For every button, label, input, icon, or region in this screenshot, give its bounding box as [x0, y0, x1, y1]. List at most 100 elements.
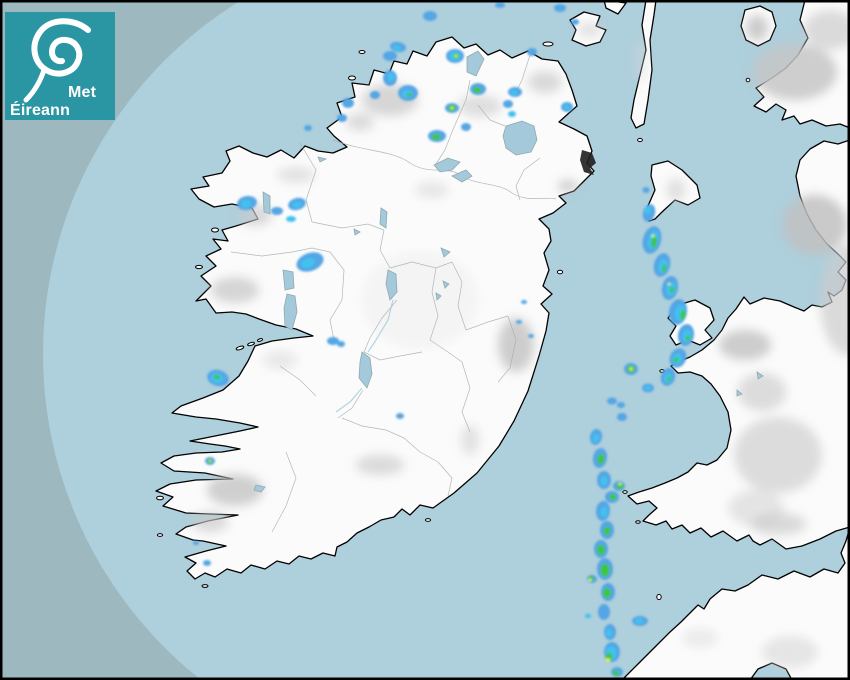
radar-echo-light [337, 341, 345, 347]
radar-echo-light [598, 604, 610, 620]
radar-echo-moderate [606, 629, 612, 637]
killarney-lakes [253, 484, 266, 493]
lough-neagh [502, 120, 538, 156]
strangford-lough [580, 150, 596, 175]
radar-echo-heavy [661, 264, 667, 272]
radar-echo-heavy [473, 87, 481, 93]
radar-echo-moderate [644, 205, 652, 215]
radar-echo-moderate [600, 507, 608, 517]
lough-gill [317, 156, 328, 163]
radar-echo-light [327, 337, 339, 345]
radar-echo-heavy [597, 545, 605, 555]
radar-echo-light [203, 560, 211, 566]
radar-echo-moderate [508, 111, 516, 117]
radar-echo-moderate [585, 613, 591, 619]
radar-echo-moderate [600, 476, 608, 486]
radar-echo-heavy [667, 376, 671, 382]
radar-echo-moderate [292, 201, 302, 209]
radar-echo-moderate [301, 258, 315, 268]
met-eireann-logo: Met Éireann [5, 12, 115, 120]
radar-echo-light [370, 91, 380, 99]
lough-ree [385, 269, 398, 301]
lough-gara [353, 228, 361, 236]
radar-echo-light [521, 300, 527, 304]
radar-echo-moderate [510, 90, 518, 96]
radar-echo-light [642, 187, 650, 193]
radar-echo-light [528, 334, 534, 338]
radar-echo-heavy [680, 310, 686, 320]
radar-echo-heavy [600, 563, 610, 577]
radar-echo-light [495, 2, 505, 8]
radar-echo-intense [450, 106, 454, 110]
radar-echo-light [571, 19, 579, 25]
radar-echo-light [423, 11, 437, 21]
radar-echo-intense [629, 367, 633, 371]
radar-echo-heavy [616, 483, 624, 489]
radar-echo-heavy [613, 670, 619, 676]
radar-echo-light [342, 98, 354, 108]
lough-foyle [466, 50, 485, 77]
radar-echo-intense [454, 54, 458, 58]
lough-mask [282, 269, 295, 291]
radar-echo-light [516, 320, 522, 324]
radar-echo-intense [618, 482, 622, 486]
llyn-trawsfynydd [736, 389, 743, 397]
radar-echo-moderate [393, 45, 401, 51]
radar-echo-heavy [597, 454, 605, 464]
terrain-relief-shading [192, 10, 850, 668]
radar-echo-light [607, 397, 617, 405]
radar-echo-moderate [241, 199, 251, 209]
radar-echo-intense [667, 282, 671, 286]
river-shannon [335, 299, 394, 413]
lough-ennell [442, 280, 450, 289]
county-boundaries [230, 54, 557, 533]
radar-echo-light [304, 125, 312, 131]
radar-echo-moderate [286, 216, 296, 222]
logo-text-eireann: Éireann [10, 100, 70, 119]
lough-corrib [283, 293, 298, 331]
radar-echo-heavy [603, 526, 611, 536]
radar-echo-moderate [635, 618, 643, 624]
radar-echo-layer [193, 2, 695, 677]
radar-echo-heavy [685, 335, 691, 341]
lough-conn [262, 191, 271, 215]
radar-echo-light [554, 4, 566, 12]
lough-derravaragh [440, 247, 451, 258]
radar-echo-light [337, 114, 347, 122]
radar-echo-intense [588, 578, 592, 582]
radar-echo-heavy [609, 494, 617, 500]
radar-echo-intense [208, 460, 212, 462]
radar-echo-light [271, 207, 283, 215]
radar-echo-moderate [645, 385, 651, 391]
lough-erne-lower [433, 157, 461, 173]
radar-echo-light [503, 100, 513, 108]
radar-echo-heavy [214, 374, 220, 380]
radar-echo-heavy [651, 236, 657, 248]
radar-echo-light [617, 413, 627, 421]
radar-echo-moderate [592, 434, 600, 442]
radar-echo-moderate [564, 104, 570, 110]
radar-echo-heavy [431, 134, 441, 140]
small-islands [156, 41, 751, 601]
radar-echo-heavy [673, 357, 679, 363]
logo-text-met: Met [68, 84, 97, 101]
radar-echo-moderate [387, 73, 395, 81]
radar-echo-intense [605, 658, 611, 662]
logo-background [5, 12, 115, 120]
radar-echo-light [193, 541, 199, 545]
radar-echo-heavy [669, 286, 675, 294]
lough-erne-upper [451, 169, 473, 183]
radar-echo-intense [651, 234, 655, 238]
radar-echo-light [383, 51, 397, 61]
lakes [253, 50, 764, 493]
radar-echo-heavy [603, 588, 611, 598]
radar-echo-light [527, 48, 537, 56]
lough-allen [379, 207, 388, 229]
lough-derg [358, 351, 373, 389]
hurricane-spiral-icon [23, 18, 91, 103]
radar-echo-heavy [406, 93, 412, 97]
radar-echo-light [617, 402, 625, 408]
lough-owel [435, 292, 442, 301]
